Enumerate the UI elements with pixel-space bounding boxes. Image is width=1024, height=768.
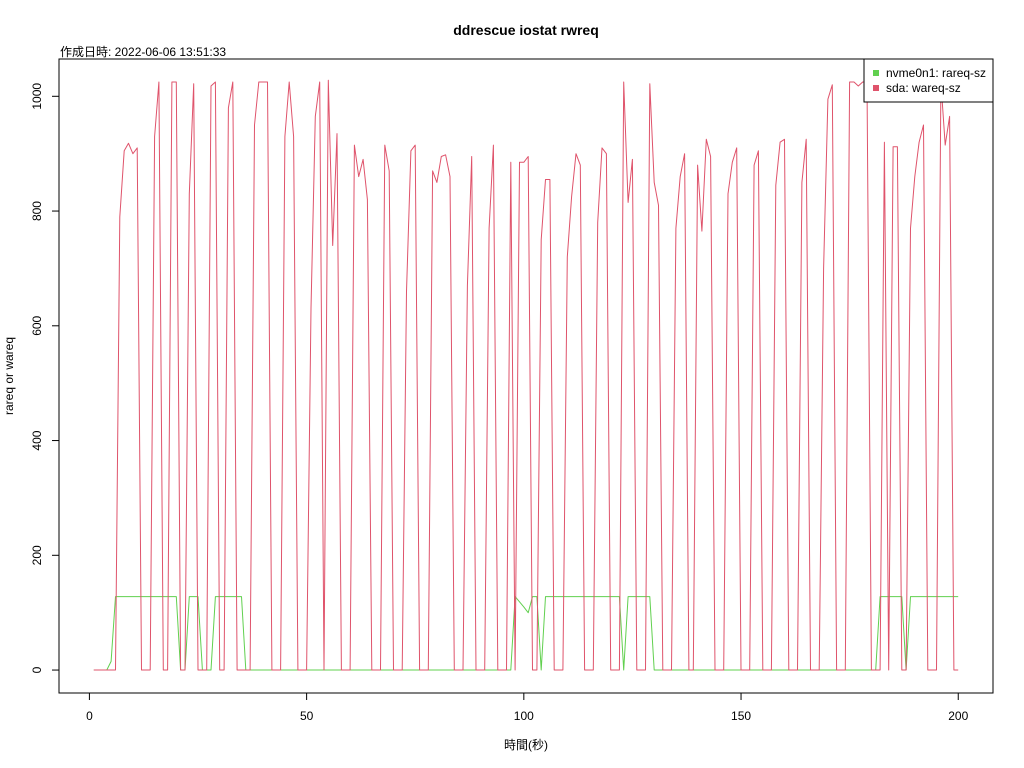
x-axis-label: 時間(秒): [504, 738, 548, 752]
y-tick-label: 1000: [30, 83, 44, 110]
y-tick-label: 400: [30, 430, 44, 450]
chart-subtitle: 作成日時: 2022-06-06 13:51:33: [60, 45, 226, 59]
legend-box: [863, 58, 994, 103]
legend-label-sda: sda: wareq-sz: [886, 81, 961, 95]
x-axis: 0 50 100 150 200: [86, 692, 969, 723]
y-axis-label: rareq or wareq: [2, 337, 16, 415]
series-line-nvme0n1: [93, 596, 959, 671]
x-tick-label: 150: [731, 709, 751, 723]
x-tick-label: 200: [948, 709, 968, 723]
y-axis: 0 200 400 600 800 1000: [30, 83, 60, 673]
x-tick-label: 100: [514, 709, 534, 723]
legend-label-nvme0n1: nvme0n1: rareq-sz: [886, 66, 986, 80]
x-tick-label: 0: [86, 709, 93, 723]
legend: nvme0n1: rareq-sz sda: wareq-sz: [863, 58, 994, 103]
y-tick-label: 600: [30, 315, 44, 335]
plot-frame: [58, 58, 994, 694]
series-line-sda: [93, 79, 959, 671]
y-tick-label: 800: [30, 201, 44, 221]
legend-swatch-nvme0n1: [873, 70, 879, 76]
chart-title: ddrescue iostat rwreq: [453, 22, 599, 38]
y-tick-label: 0: [30, 666, 44, 673]
x-tick-label: 50: [300, 709, 314, 723]
legend-swatch-sda: [873, 85, 879, 91]
y-tick-label: 200: [30, 545, 44, 565]
series-layer: [93, 79, 959, 671]
